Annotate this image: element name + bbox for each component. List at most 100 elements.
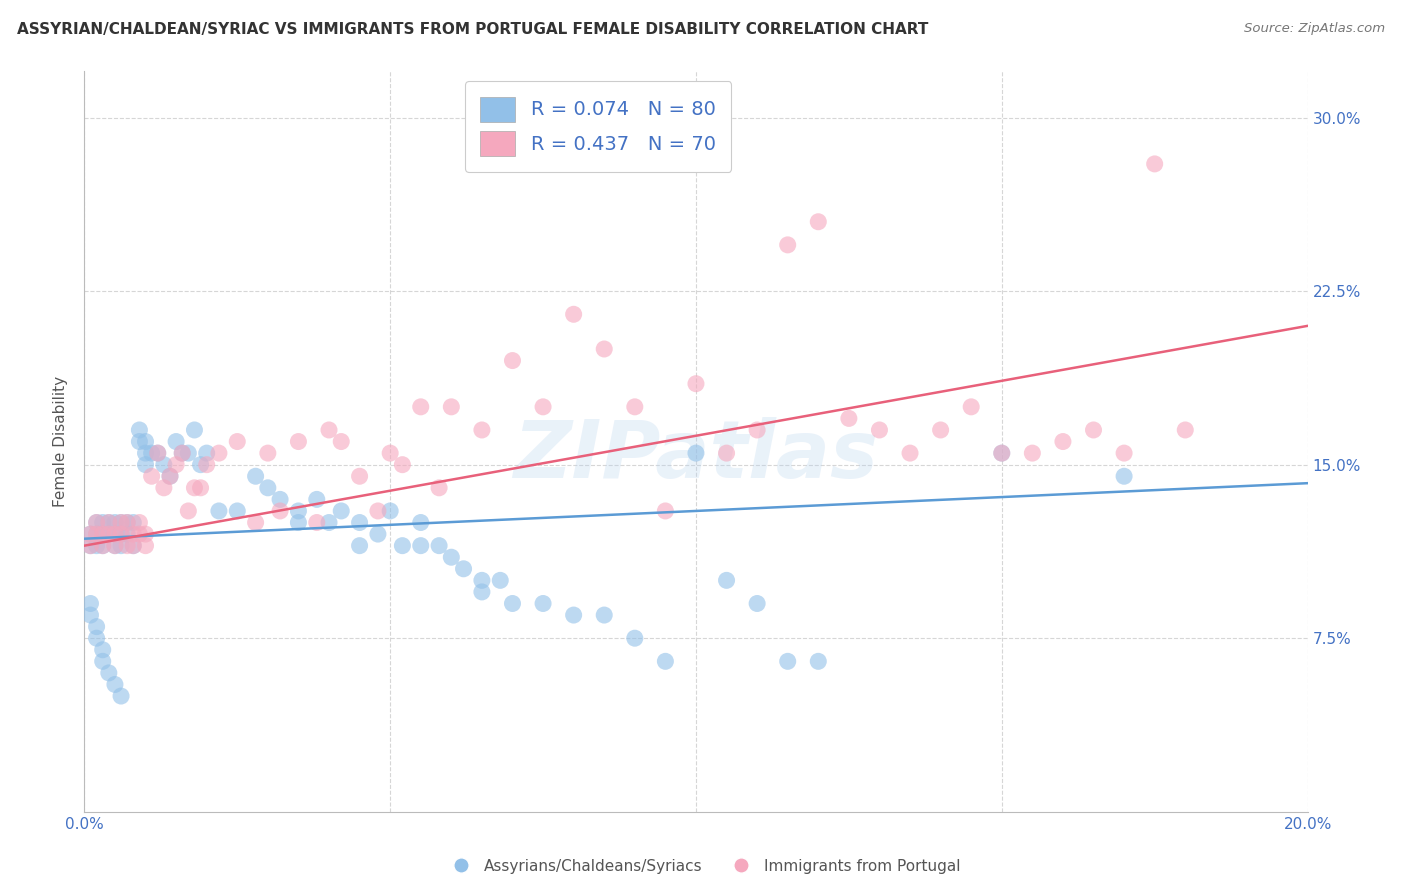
- Point: [245, 516, 267, 530]
- Point: [208, 446, 231, 460]
- Point: [104, 516, 127, 530]
- Point: [86, 527, 108, 541]
- Point: [79, 597, 101, 611]
- Point: [562, 608, 585, 623]
- Point: [97, 527, 120, 541]
- Point: [115, 527, 138, 541]
- Point: [318, 423, 340, 437]
- Point: [269, 492, 291, 507]
- Point: [409, 516, 432, 530]
- Point: [135, 446, 157, 460]
- Point: [269, 504, 291, 518]
- Point: [86, 619, 108, 633]
- Point: [807, 215, 830, 229]
- Point: [257, 481, 280, 495]
- Point: [97, 527, 120, 541]
- Point: [104, 539, 127, 553]
- Point: [153, 481, 176, 495]
- Point: [391, 458, 413, 472]
- Y-axis label: Female Disability: Female Disability: [53, 376, 69, 508]
- Point: [86, 516, 108, 530]
- Point: [97, 516, 120, 530]
- Point: [110, 516, 132, 530]
- Point: [287, 504, 309, 518]
- Point: [287, 434, 309, 449]
- Point: [471, 574, 494, 588]
- Point: [287, 516, 309, 530]
- Point: [305, 492, 328, 507]
- Point: [1174, 423, 1197, 437]
- Point: [91, 527, 114, 541]
- Text: Source: ZipAtlas.com: Source: ZipAtlas.com: [1244, 22, 1385, 36]
- Point: [91, 539, 114, 553]
- Legend: R = 0.074   N = 80, R = 0.437   N = 70: R = 0.074 N = 80, R = 0.437 N = 70: [465, 81, 731, 172]
- Point: [245, 469, 267, 483]
- Point: [135, 458, 157, 472]
- Point: [177, 446, 200, 460]
- Point: [104, 527, 127, 541]
- Point: [685, 376, 707, 391]
- Point: [453, 562, 475, 576]
- Point: [869, 423, 891, 437]
- Point: [380, 504, 402, 518]
- Point: [624, 631, 647, 645]
- Point: [654, 654, 676, 668]
- Point: [135, 434, 157, 449]
- Point: [122, 539, 145, 553]
- Point: [165, 434, 187, 449]
- Point: [122, 516, 145, 530]
- Point: [489, 574, 512, 588]
- Point: [177, 504, 200, 518]
- Point: [122, 539, 145, 553]
- Point: [172, 446, 194, 460]
- Point: [1143, 157, 1166, 171]
- Point: [190, 481, 212, 495]
- Point: [318, 516, 340, 530]
- Point: [330, 434, 353, 449]
- Point: [165, 458, 187, 472]
- Point: [226, 504, 249, 518]
- Point: [91, 516, 114, 530]
- Point: [135, 527, 157, 541]
- Point: [91, 654, 114, 668]
- Point: [195, 458, 218, 472]
- Point: [115, 516, 138, 530]
- Point: [776, 238, 799, 252]
- Point: [409, 400, 432, 414]
- Point: [747, 597, 769, 611]
- Point: [128, 516, 150, 530]
- Point: [104, 527, 127, 541]
- Point: [115, 539, 138, 553]
- Point: [747, 423, 769, 437]
- Point: [79, 539, 101, 553]
- Point: [97, 665, 120, 680]
- Point: [349, 539, 371, 553]
- Point: [97, 516, 120, 530]
- Point: [349, 469, 371, 483]
- Point: [86, 527, 108, 541]
- Point: [208, 504, 231, 518]
- Point: [409, 539, 432, 553]
- Point: [104, 677, 127, 691]
- Point: [86, 631, 108, 645]
- Point: [838, 411, 860, 425]
- Point: [1083, 423, 1105, 437]
- Point: [898, 446, 921, 460]
- Point: [502, 597, 524, 611]
- Point: [776, 654, 799, 668]
- Point: [960, 400, 983, 414]
- Point: [135, 539, 157, 553]
- Point: [183, 423, 205, 437]
- Point: [991, 446, 1014, 460]
- Point: [440, 400, 463, 414]
- Point: [159, 469, 181, 483]
- Point: [1114, 469, 1136, 483]
- Point: [159, 469, 181, 483]
- Point: [531, 400, 554, 414]
- Text: ASSYRIAN/CHALDEAN/SYRIAC VS IMMIGRANTS FROM PORTUGAL FEMALE DISABILITY CORRELATI: ASSYRIAN/CHALDEAN/SYRIAC VS IMMIGRANTS F…: [17, 22, 928, 37]
- Point: [79, 608, 101, 623]
- Point: [427, 481, 450, 495]
- Point: [1114, 446, 1136, 460]
- Point: [502, 353, 524, 368]
- Point: [79, 527, 101, 541]
